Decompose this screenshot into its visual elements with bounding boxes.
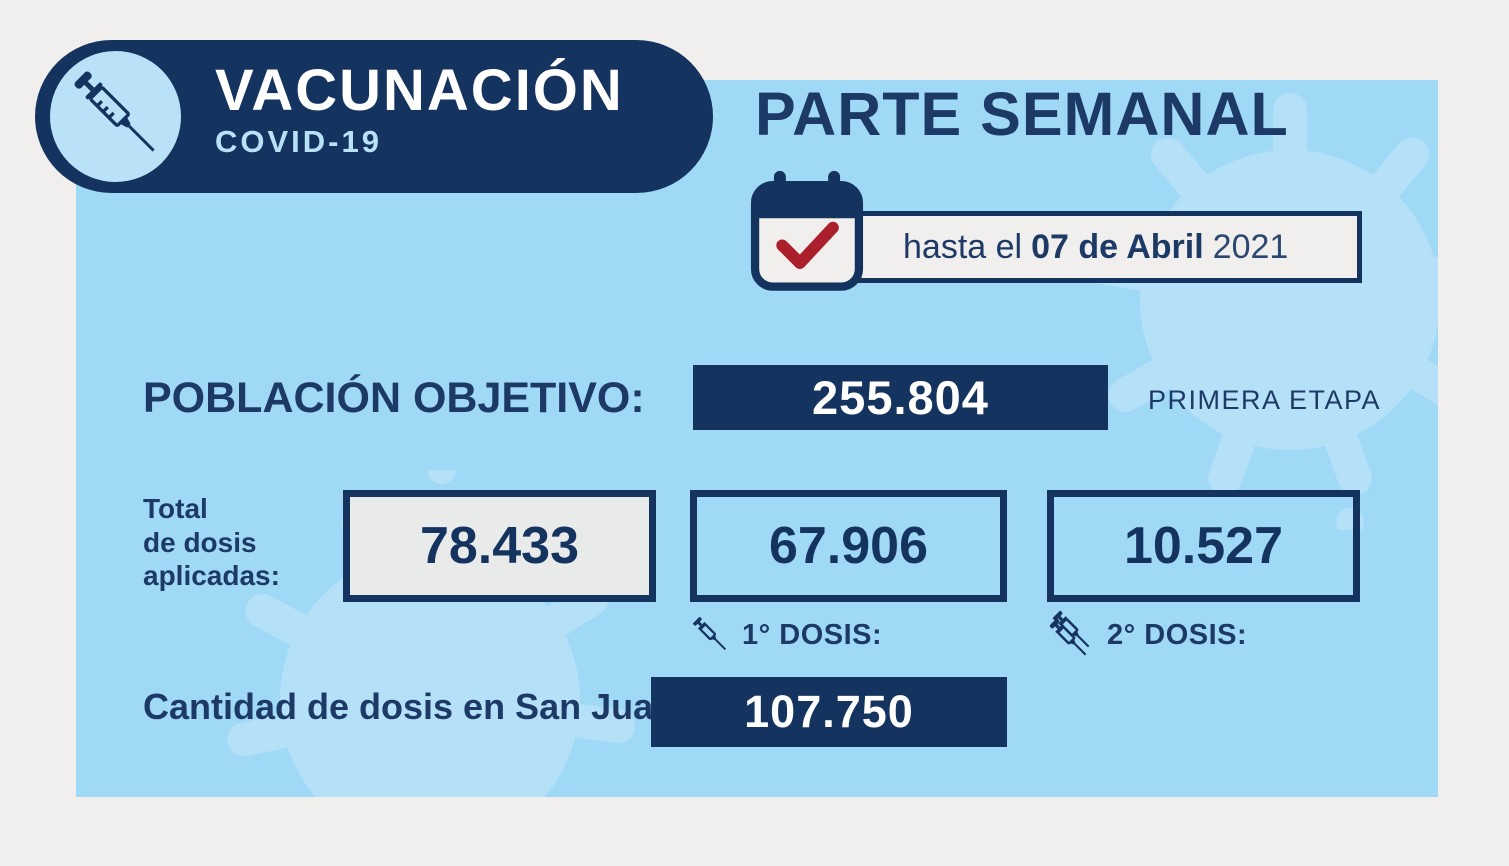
total-doses-value: 78.433 — [419, 517, 580, 575]
province-doses-value-box: 107.750 — [651, 677, 1007, 747]
report-title: PARTE SEMANAL — [755, 80, 1289, 148]
total-doses-label-line1: Total — [143, 493, 208, 524]
total-doses-label-line2: de dosis — [143, 526, 257, 558]
first-dose-caption: 1° DOSIS: — [690, 614, 882, 656]
calendar-check-icon — [748, 168, 866, 297]
population-value: 255.804 — [812, 371, 989, 424]
syringe-icon — [62, 63, 169, 170]
first-dose-value: 67.906 — [768, 517, 929, 575]
population-value-box: 255.804 — [693, 365, 1108, 430]
double-syringe-icon — [1045, 610, 1097, 656]
syringe-icon — [690, 614, 732, 656]
province-doses-label: Cantidad de dosis en San Juan: — [143, 686, 688, 727]
first-dose-label: 1° DOSIS: — [742, 618, 883, 651]
date-year: 2021 — [1212, 227, 1289, 266]
total-doses-value-box: 78.433 — [343, 490, 656, 602]
total-doses-label: Total de dosis aplicadas: — [143, 492, 280, 593]
badge-subtitle: COVID-19 — [215, 124, 382, 159]
population-stage-label: PRIMERA ETAPA — [1148, 385, 1382, 415]
first-dose-value-box: 67.906 — [690, 490, 1007, 602]
second-dose-caption: 2° DOSIS: — [1045, 610, 1248, 656]
second-dose-value: 10.527 — [1123, 517, 1284, 575]
badge-title: VACUNACIÓN — [215, 58, 624, 123]
date-prefix: hasta el — [903, 227, 1023, 266]
population-label: POBLACIÓN OBJETIVO: — [143, 374, 645, 422]
total-doses-label-line3: aplicadas: — [143, 560, 280, 592]
date-value: 07 de Abril — [1031, 227, 1204, 266]
syringe-badge-circle — [50, 51, 181, 182]
province-doses-value: 107.750 — [744, 686, 914, 737]
second-dose-value-box: 10.527 — [1047, 490, 1360, 602]
badge-text: VACUNACIÓN COVID-19 — [215, 58, 624, 159]
header-badge: VACUNACIÓN COVID-19 — [35, 40, 713, 193]
second-dose-label: 2° DOSIS: — [1107, 618, 1248, 651]
date-box: hasta el 07 de Abril 2021 — [856, 211, 1362, 283]
